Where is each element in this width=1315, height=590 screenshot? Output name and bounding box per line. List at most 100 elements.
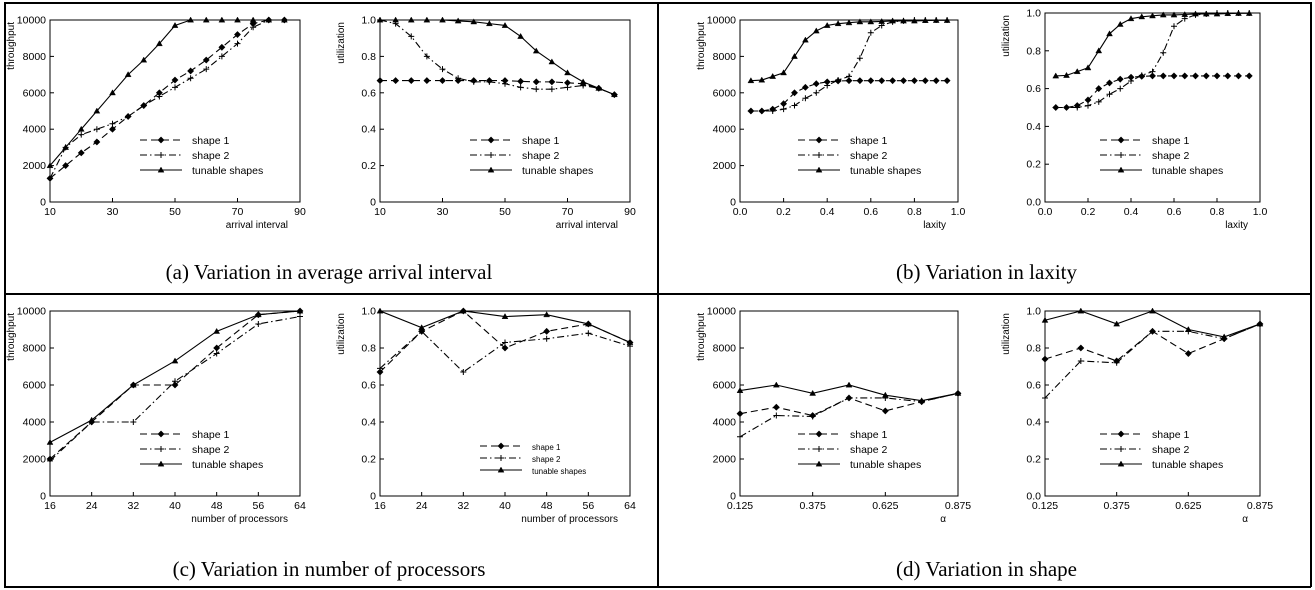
data-point <box>736 387 744 393</box>
data-point <box>47 175 53 182</box>
chart-c-throughput: 0 2000 4000 6000 8000 10000 16 24 32 40 48 56 64 numb… <box>6 306 306 526</box>
y-tick-label: 0.6 <box>1026 83 1041 95</box>
data-point <box>46 162 54 168</box>
y-tick-label: 8000 <box>23 51 47 63</box>
data-point <box>93 126 100 133</box>
y-tick-label: 0.8 <box>1026 343 1041 355</box>
y-tick-label: 0.0 <box>1026 491 1041 503</box>
data-point <box>943 16 951 23</box>
y-tick-label: 2000 <box>713 160 737 172</box>
x-tick-label: 70 <box>232 206 244 218</box>
data-point <box>1052 104 1059 111</box>
data-point <box>109 89 116 96</box>
y-tick-label: 10000 <box>707 15 736 27</box>
data-point <box>889 17 896 24</box>
data-point <box>932 16 940 23</box>
data-point <box>769 73 777 79</box>
data-point <box>77 149 85 157</box>
data-point <box>611 91 618 98</box>
data-point <box>758 76 766 83</box>
data-point <box>517 77 525 85</box>
data-point <box>1149 72 1156 80</box>
data-point <box>454 17 462 24</box>
x-tick-label: 0.2 <box>1081 206 1096 218</box>
series-line <box>750 19 948 82</box>
data-point <box>595 84 603 91</box>
x-tick-label: 40 <box>499 500 511 512</box>
data-point <box>758 108 765 114</box>
x-tick-label: 56 <box>252 500 264 512</box>
x-tick-label: 0.625 <box>1175 500 1201 512</box>
data-point <box>878 77 886 85</box>
legend-marker <box>488 152 494 158</box>
y-tick-label: 0 <box>40 197 46 209</box>
data-point <box>1128 78 1134 85</box>
data-point <box>564 84 571 91</box>
data-point <box>1095 85 1103 93</box>
legend-marker <box>815 136 823 144</box>
chart-d-throughput: 0 2000 4000 6000 8000 10000 0.125 0.375 0.625 0.8… <box>696 306 971 526</box>
y-tick-label: 0.8 <box>361 343 376 355</box>
y-tick-label: 0.8 <box>1026 45 1041 57</box>
x-tick-label: 90 <box>294 206 306 218</box>
panel-a: 0 2000 4000 6000 8000 10000 10 30 50 70 90 arrival … <box>0 0 658 294</box>
data-point <box>802 36 809 43</box>
x-tick-label: 10 <box>374 206 386 218</box>
legend-marker <box>158 152 164 158</box>
data-point <box>109 125 116 133</box>
legend-label: shape 2 <box>522 150 560 162</box>
data-point <box>812 80 820 88</box>
data-point <box>172 378 178 385</box>
y-tick-label: 10000 <box>17 306 46 318</box>
x-tick-label: 48 <box>541 500 553 512</box>
y-tick-label: 6000 <box>23 380 47 392</box>
chart-d-utilization: 0.0 0.2 0.4 0.6 0.8 1.0 0.125 0.375 0.625 0.875 α u… <box>1001 306 1273 526</box>
legend-label: tunable shapes <box>522 165 593 177</box>
legend-marker <box>487 136 495 144</box>
data-point <box>747 108 754 114</box>
plot-frame <box>379 310 631 497</box>
data-point <box>889 77 897 85</box>
y-tick-label: 1.0 <box>361 306 376 318</box>
x-axis-label: α <box>940 514 946 525</box>
data-point <box>834 20 842 27</box>
data-point <box>878 18 886 24</box>
data-point <box>187 16 194 23</box>
y-tick-label: 0.2 <box>361 454 376 466</box>
data-point <box>835 77 842 84</box>
data-point <box>1106 30 1113 37</box>
data-point <box>1224 10 1232 16</box>
y-tick-label: 0.6 <box>361 87 376 99</box>
data-point <box>202 16 210 23</box>
data-point <box>626 339 634 345</box>
data-point <box>900 77 907 85</box>
data-point <box>548 78 556 86</box>
legend-label: shape 1 <box>850 429 888 441</box>
data-point <box>1095 98 1102 105</box>
data-point <box>791 89 798 97</box>
data-point <box>856 77 864 85</box>
data-point <box>470 18 478 25</box>
data-point <box>564 69 571 76</box>
x-tick-label: 64 <box>624 500 636 512</box>
data-point <box>47 457 53 464</box>
data-point <box>1181 72 1189 80</box>
data-point <box>747 77 755 84</box>
plot-frame <box>739 310 959 497</box>
panel-b: 0 2000 4000 6000 8000 10000 0.0 0.2 0.4 0.6 0.8 1.0… <box>658 0 1315 294</box>
x-tick-label: 0.8 <box>1210 206 1225 218</box>
y-tick-label: 10000 <box>17 15 46 27</box>
data-point <box>281 16 288 23</box>
data-point <box>737 433 743 440</box>
data-point <box>812 27 820 34</box>
data-point <box>172 84 178 91</box>
legend-marker <box>816 446 822 452</box>
data-point <box>1159 72 1167 80</box>
data-point <box>1149 12 1156 19</box>
data-point <box>1224 72 1232 80</box>
data-point <box>1184 326 1192 332</box>
x-axis-label: number of processors <box>521 514 618 525</box>
data-point <box>1074 104 1081 111</box>
y-tick-label: 1.0 <box>361 15 376 27</box>
data-point <box>265 16 273 23</box>
